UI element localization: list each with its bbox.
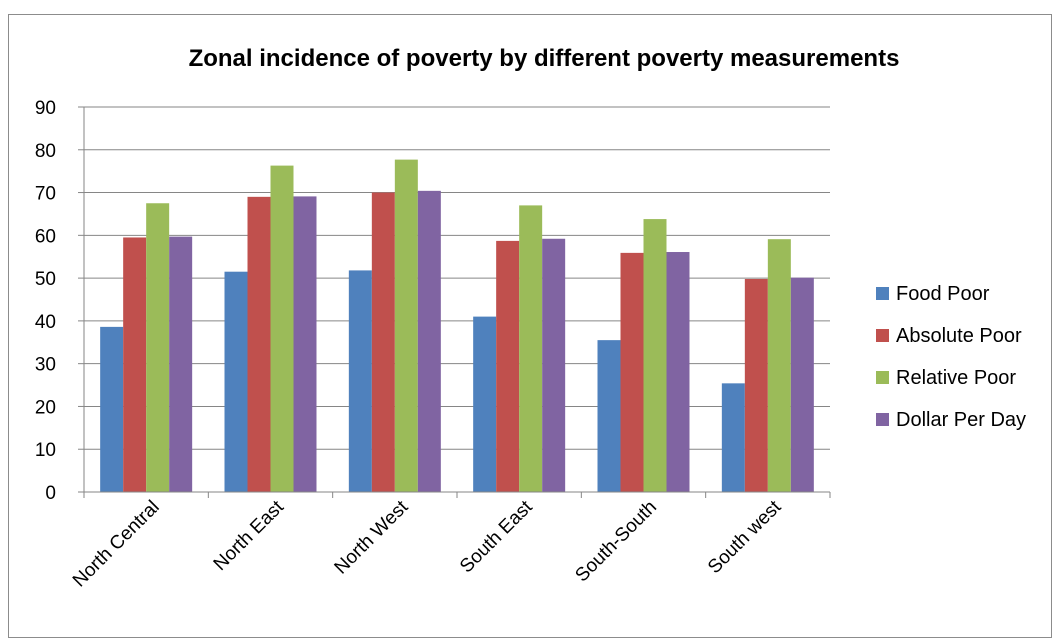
bar bbox=[247, 196, 271, 493]
bar bbox=[100, 326, 124, 492]
category-label: North East bbox=[210, 496, 289, 575]
bar bbox=[123, 237, 147, 492]
y-tick-label: 30 bbox=[35, 355, 56, 376]
legend-label: Absolute Poor bbox=[896, 325, 1022, 347]
bar bbox=[293, 196, 317, 492]
bar bbox=[620, 252, 644, 492]
category-label: North Central bbox=[69, 497, 164, 592]
legend-swatch bbox=[876, 371, 889, 384]
bar bbox=[394, 159, 418, 492]
legend: Food Poor Absolute Poor Relative Poor Dolla… bbox=[876, 283, 1026, 431]
bar bbox=[542, 238, 566, 492]
legend-label: Relative Poor bbox=[896, 367, 1016, 389]
bar bbox=[496, 240, 520, 492]
bar bbox=[417, 190, 441, 492]
category-label: North West bbox=[331, 496, 413, 578]
bar bbox=[473, 316, 497, 492]
y-tick-label: 50 bbox=[35, 269, 56, 290]
bar bbox=[666, 252, 690, 492]
y-tick-label: 70 bbox=[35, 184, 56, 205]
bar bbox=[643, 219, 667, 493]
bar bbox=[721, 383, 745, 492]
category-label: South-South bbox=[571, 497, 661, 587]
bar bbox=[146, 203, 170, 492]
category-labels: North Central North East North West South E… bbox=[69, 496, 786, 591]
y-tick-label: 60 bbox=[35, 226, 56, 247]
y-tick-label: 40 bbox=[35, 312, 56, 333]
bar bbox=[371, 192, 395, 493]
bar bbox=[224, 271, 248, 492]
y-tick-label: 0 bbox=[45, 483, 56, 504]
category-label: South East bbox=[456, 496, 537, 577]
y-tick-label: 80 bbox=[35, 141, 56, 162]
y-tick-label: 90 bbox=[35, 98, 56, 119]
category-label: South west bbox=[704, 496, 786, 578]
bar bbox=[519, 205, 543, 492]
gridlines bbox=[84, 106, 830, 450]
bar bbox=[744, 278, 768, 492]
bars bbox=[100, 159, 814, 493]
axes bbox=[83, 107, 831, 498]
bar bbox=[270, 165, 294, 492]
chart-title: Zonal incidence of poverty by different … bbox=[189, 45, 900, 72]
y-axis-ticks: 0 10 20 30 40 50 60 70 80 90 bbox=[35, 98, 84, 504]
bar bbox=[767, 239, 791, 492]
legend-swatch bbox=[876, 413, 889, 426]
bar bbox=[597, 340, 621, 492]
legend-swatch bbox=[876, 287, 889, 300]
legend-swatch bbox=[876, 329, 889, 342]
legend-label: Food Poor bbox=[896, 283, 990, 305]
legend-label: Dollar Per Day bbox=[896, 409, 1026, 431]
bar bbox=[169, 236, 193, 492]
y-tick-label: 20 bbox=[35, 397, 56, 418]
bar bbox=[790, 277, 814, 492]
y-tick-label: 10 bbox=[35, 440, 56, 461]
bar bbox=[348, 270, 372, 492]
